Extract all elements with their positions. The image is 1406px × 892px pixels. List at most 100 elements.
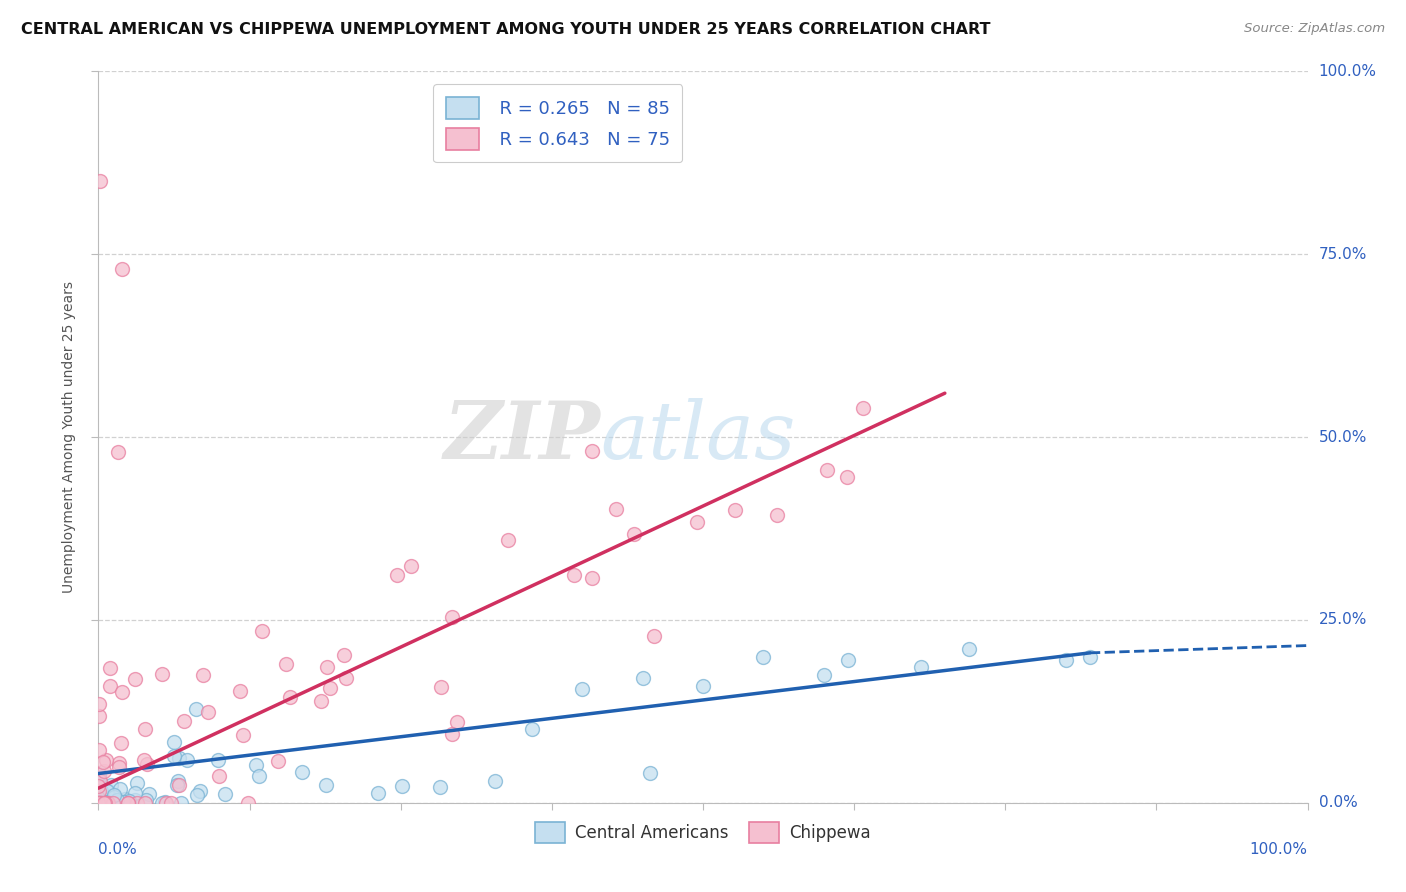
Point xyxy=(188,783,211,797)
Point xyxy=(87,780,110,794)
Point xyxy=(430,680,453,694)
Point xyxy=(229,683,252,698)
Point xyxy=(571,682,593,697)
Point xyxy=(186,788,208,802)
Point xyxy=(89,796,111,810)
Point xyxy=(89,789,111,804)
Point xyxy=(250,624,273,639)
Point xyxy=(852,401,875,416)
Point xyxy=(446,714,468,729)
Point xyxy=(686,516,709,530)
Point xyxy=(134,796,156,810)
Point xyxy=(87,788,110,802)
Point xyxy=(155,796,177,810)
Point xyxy=(91,756,114,770)
Point xyxy=(87,791,110,805)
Point xyxy=(214,787,236,801)
Point xyxy=(385,568,408,582)
Point xyxy=(623,527,645,541)
Point xyxy=(638,765,661,780)
Point xyxy=(111,795,134,809)
Point xyxy=(605,502,627,516)
Point xyxy=(562,568,585,582)
Point xyxy=(159,796,181,810)
Point xyxy=(136,757,159,772)
Point xyxy=(89,795,111,809)
Legend: Central Americans, Chippewa: Central Americans, Chippewa xyxy=(529,815,877,849)
Point xyxy=(266,755,288,769)
Point xyxy=(367,786,389,800)
Point xyxy=(153,795,176,809)
Point xyxy=(108,782,131,797)
Point xyxy=(724,502,747,516)
Point xyxy=(135,792,157,806)
Point xyxy=(108,795,131,809)
Point xyxy=(90,795,112,809)
Point xyxy=(87,796,110,810)
Point xyxy=(441,726,464,740)
Point xyxy=(245,758,267,772)
Text: ZIP: ZIP xyxy=(443,399,600,475)
Point xyxy=(87,770,110,784)
Point xyxy=(125,775,148,789)
Point xyxy=(117,796,139,810)
Point xyxy=(97,796,120,810)
Point xyxy=(108,756,131,771)
Point xyxy=(581,571,603,585)
Point xyxy=(98,660,121,674)
Point xyxy=(163,748,186,763)
Point xyxy=(89,174,111,188)
Point xyxy=(643,629,665,643)
Point xyxy=(274,657,297,672)
Point xyxy=(89,796,111,810)
Point xyxy=(815,463,838,477)
Point xyxy=(98,679,121,693)
Point xyxy=(1054,653,1077,667)
Point xyxy=(105,793,128,807)
Point xyxy=(134,753,156,767)
Point xyxy=(207,753,229,767)
Point xyxy=(89,773,111,788)
Point xyxy=(124,792,146,806)
Point xyxy=(441,609,464,624)
Point xyxy=(93,790,115,805)
Text: CENTRAL AMERICAN VS CHIPPEWA UNEMPLOYMENT AMONG YOUTH UNDER 25 YEARS CORRELATION: CENTRAL AMERICAN VS CHIPPEWA UNEMPLOYMEN… xyxy=(21,22,991,37)
Point xyxy=(837,469,859,483)
Point xyxy=(429,780,451,794)
Point xyxy=(138,787,160,801)
Point xyxy=(1078,649,1101,664)
Point xyxy=(100,778,122,792)
Point xyxy=(87,795,110,809)
Point xyxy=(752,649,775,664)
Point xyxy=(94,796,117,810)
Point xyxy=(87,796,110,810)
Point xyxy=(110,736,132,750)
Text: 0.0%: 0.0% xyxy=(98,842,138,856)
Point xyxy=(94,791,117,805)
Point xyxy=(94,796,117,810)
Text: 100.0%: 100.0% xyxy=(1319,64,1376,78)
Text: Source: ZipAtlas.com: Source: ZipAtlas.com xyxy=(1244,22,1385,36)
Point xyxy=(391,779,413,793)
Point xyxy=(150,667,173,681)
Point xyxy=(93,796,115,810)
Point xyxy=(108,796,131,810)
Point xyxy=(111,261,134,276)
Point xyxy=(90,796,112,810)
Point xyxy=(316,660,339,674)
Point xyxy=(108,760,131,774)
Point xyxy=(197,706,219,720)
Point xyxy=(333,648,356,663)
Point xyxy=(103,788,125,802)
Point xyxy=(837,653,859,667)
Point xyxy=(167,751,190,765)
Point xyxy=(114,795,136,809)
Point xyxy=(315,779,337,793)
Point xyxy=(91,795,114,809)
Point xyxy=(89,784,111,798)
Point xyxy=(107,794,129,808)
Point xyxy=(176,753,198,767)
Point xyxy=(247,769,270,783)
Point xyxy=(399,559,422,574)
Point xyxy=(173,714,195,729)
